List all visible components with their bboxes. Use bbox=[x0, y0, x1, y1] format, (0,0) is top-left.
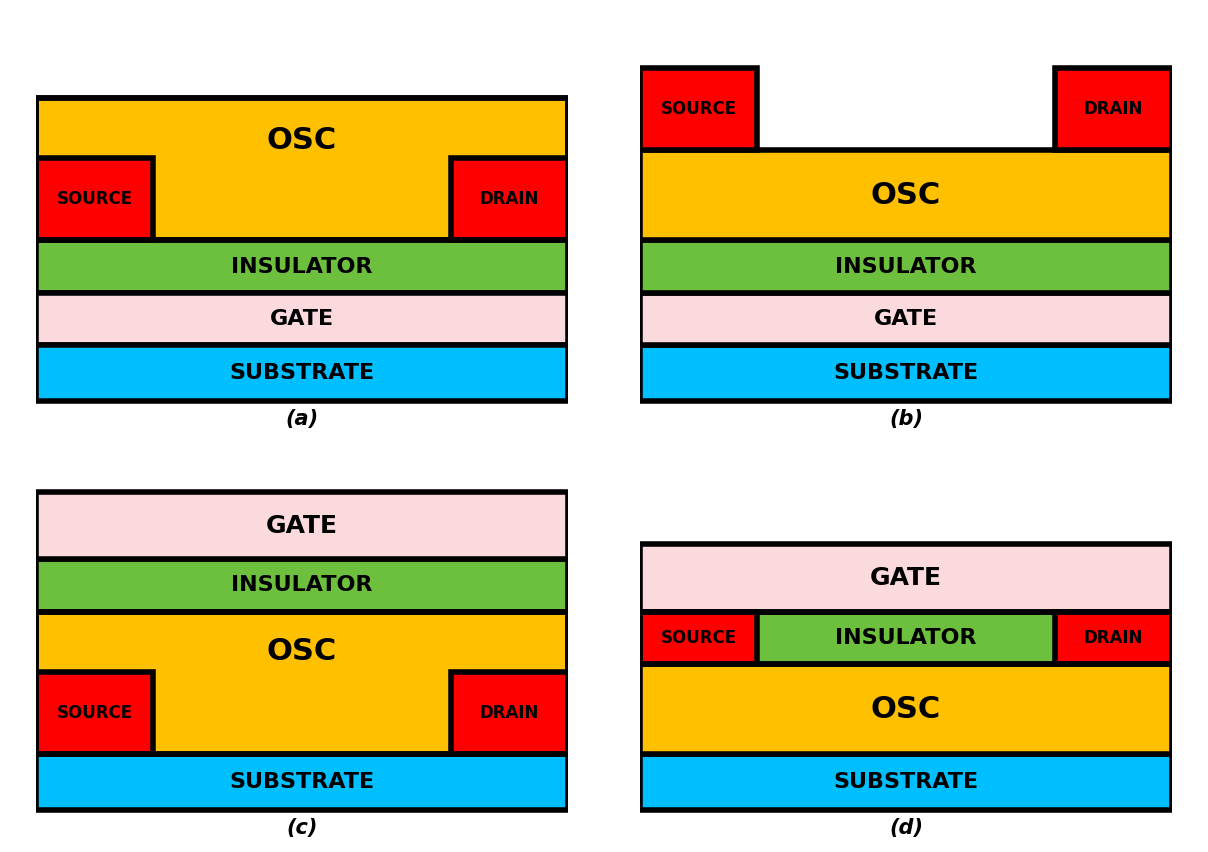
Text: OSC: OSC bbox=[871, 694, 941, 723]
Bar bbox=[1055, 68, 1172, 150]
Bar bbox=[36, 612, 568, 754]
Bar bbox=[451, 671, 568, 754]
Text: OSC: OSC bbox=[871, 181, 941, 210]
Text: SOURCE: SOURCE bbox=[661, 100, 737, 118]
Bar bbox=[640, 544, 1172, 612]
Text: SUBSTRATE: SUBSTRATE bbox=[834, 772, 978, 792]
Text: DRAIN: DRAIN bbox=[480, 704, 539, 722]
Bar bbox=[36, 671, 153, 754]
Bar bbox=[36, 612, 568, 754]
Text: INSULATOR: INSULATOR bbox=[231, 575, 373, 596]
Text: DRAIN: DRAIN bbox=[1084, 629, 1143, 647]
Bar bbox=[640, 293, 1172, 345]
Bar bbox=[640, 345, 1172, 401]
Text: (c): (c) bbox=[286, 818, 318, 838]
Text: INSULATOR: INSULATOR bbox=[835, 256, 977, 277]
Text: GATE: GATE bbox=[873, 309, 939, 329]
Text: OSC: OSC bbox=[267, 126, 337, 155]
Text: SOURCE: SOURCE bbox=[57, 190, 133, 208]
Text: SUBSTRATE: SUBSTRATE bbox=[834, 363, 978, 383]
Bar bbox=[36, 98, 568, 240]
Text: SOURCE: SOURCE bbox=[661, 629, 737, 647]
Text: SUBSTRATE: SUBSTRATE bbox=[230, 772, 374, 792]
Bar bbox=[640, 754, 1172, 810]
Text: DRAIN: DRAIN bbox=[480, 190, 539, 208]
Text: INSULATOR: INSULATOR bbox=[835, 628, 977, 648]
Bar bbox=[36, 492, 568, 559]
Text: SUBSTRATE: SUBSTRATE bbox=[230, 363, 374, 383]
Bar bbox=[36, 559, 568, 612]
Bar bbox=[36, 158, 153, 240]
Bar bbox=[36, 754, 568, 810]
Bar bbox=[451, 158, 568, 240]
Bar bbox=[36, 345, 568, 401]
Bar bbox=[640, 612, 1172, 665]
Text: INSULATOR: INSULATOR bbox=[231, 256, 373, 277]
Bar bbox=[36, 240, 568, 293]
Bar bbox=[36, 98, 568, 240]
Text: DRAIN: DRAIN bbox=[1084, 100, 1143, 118]
Bar bbox=[640, 68, 757, 150]
Text: GATE: GATE bbox=[266, 514, 338, 538]
Text: SOURCE: SOURCE bbox=[57, 704, 133, 722]
Text: OSC: OSC bbox=[267, 637, 337, 666]
Bar bbox=[640, 612, 757, 665]
Bar bbox=[640, 150, 1172, 240]
Bar bbox=[640, 665, 1172, 754]
Text: (d): (d) bbox=[889, 818, 923, 838]
Bar bbox=[1055, 612, 1172, 665]
Text: GATE: GATE bbox=[870, 566, 942, 590]
Bar bbox=[640, 240, 1172, 293]
Bar bbox=[36, 293, 568, 345]
Text: (a): (a) bbox=[285, 409, 319, 429]
Text: GATE: GATE bbox=[269, 309, 335, 329]
Text: (b): (b) bbox=[889, 409, 923, 429]
Bar bbox=[640, 612, 1172, 665]
